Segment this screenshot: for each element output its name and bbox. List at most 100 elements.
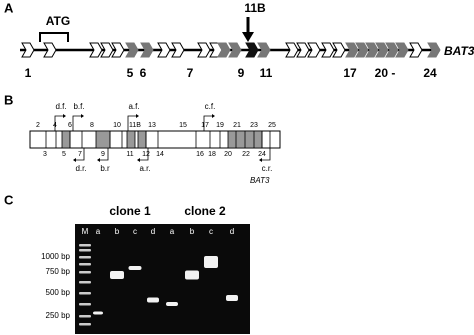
exon [355,42,369,58]
group-label: clone 2 [184,204,226,218]
exon [307,42,321,58]
ladder-band [79,281,91,284]
exon-label: 1 [25,66,32,80]
primer-label: b.r [100,164,110,173]
exon-number: 8 [90,122,94,129]
exon-label: 17 [343,66,357,80]
exon-label: 24 [423,66,437,80]
exon [245,42,259,58]
exon-number: 22 [242,151,250,158]
dna-band [166,302,178,306]
primer-arrow [203,115,212,131]
exon [321,42,335,58]
primer-label: b.f. [73,102,84,111]
lane-label: d [151,227,155,236]
exon [197,42,211,58]
primer-arrowhead [136,114,139,118]
exon-number: 19 [216,122,224,129]
exon-number: 9 [101,151,105,158]
dna-band [128,266,142,270]
exon-number: 7 [78,151,82,158]
exon [140,42,154,58]
exon-number: 18 [208,151,216,158]
panel-label: A [4,0,14,15]
primer-arrowhead [212,114,215,118]
lane-label: a [96,227,101,236]
exon-number: 10 [113,122,121,129]
primer-arrowhead [73,158,76,162]
ladder-band [79,256,91,259]
primer-arrow [100,148,109,161]
exon [111,42,125,58]
exon-shaded [137,130,147,149]
exon-number: 11B [129,122,141,129]
exon-shaded [95,130,111,149]
primer-label: c.r. [262,164,273,173]
dna-band [93,311,103,315]
ladder-band [79,303,91,306]
exon [228,42,242,58]
size-marker: 1000 bp [41,252,70,261]
exon-number: 6 [68,122,72,129]
exon [365,42,379,58]
exon-box [29,130,281,149]
exon-label: 5 [127,66,134,80]
exon-number: 3 [43,151,47,158]
atg-label: ATG [46,14,70,28]
exon [157,42,171,58]
dna-band [226,295,238,301]
dna-band [110,271,124,279]
dna-band [147,297,159,303]
lane-label: d [230,227,234,236]
primer-label: d.r. [75,164,86,173]
exon-number: 23 [250,122,258,129]
exon [427,42,441,58]
exon [385,42,399,58]
exon-number: 2 [36,122,40,129]
exon-number: 5 [62,151,66,158]
exon-number: 25 [268,122,276,129]
exon-label: 11 [260,66,273,80]
ladder-band [79,271,91,274]
exon-shaded [61,130,71,149]
primer-arrowhead [81,114,84,118]
exon [395,42,409,58]
marker-arrowhead [242,32,254,42]
lane-label: c [209,227,213,236]
exon-shaded [126,130,136,149]
ladder-band [79,292,91,295]
gel [75,224,250,334]
exon [296,42,310,58]
primer-label: c.f. [205,102,216,111]
primer-label: d.f. [55,102,66,111]
exon-number: 12 [142,151,150,158]
exon [43,42,57,58]
exon [332,42,346,58]
exon-label: 20 - [375,66,396,80]
exon [375,42,389,58]
lane-label: b [190,227,195,236]
size-marker: 250 bp [46,311,71,320]
exon [89,42,103,58]
exon-label: 6 [140,66,147,80]
exons [21,42,441,58]
exon [285,42,299,58]
exon [217,42,231,58]
exon [171,42,185,58]
primer-arrow [72,115,81,131]
primer-arrowhead [137,158,140,162]
exon-number: 17 [201,122,209,129]
gene-name: BAT3 [444,44,474,58]
lane-label: a [170,227,175,236]
primer-label: a.r. [139,164,150,173]
size-marker: 750 bp [46,267,71,276]
gene-name: BAT3 [250,176,270,185]
lane-label: b [115,227,120,236]
ladder-band [79,315,91,318]
dna-band [204,256,218,268]
exon-number: 24 [258,151,266,158]
panel-label: C [4,192,14,207]
